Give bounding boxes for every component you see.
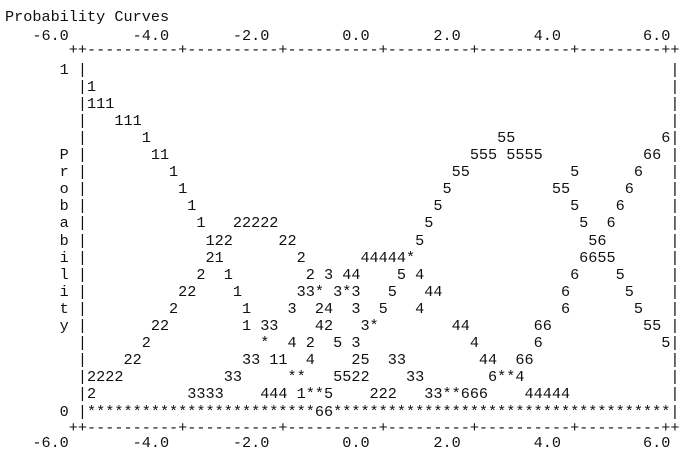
x-axis-rule: ++----------+----------+----------+-----…	[5, 419, 680, 437]
plot-row: y | 22 1 33 42 3* 44 66 55 |	[5, 317, 680, 335]
plot-row: t | 2 1 3 24 3 5 4 6 5 |	[5, 299, 680, 318]
x-axis-rule: ++----------+----------+----------+-----…	[5, 41, 680, 59]
plot-title: Probability Curves	[5, 8, 170, 26]
plot-row: |111 |	[5, 94, 680, 113]
plot-row: | 111 |	[5, 111, 680, 130]
plot-row: |2222 33 ** 5522 33 6**4 |	[5, 368, 680, 387]
plot-row: b | 1 5 5 6 |	[5, 197, 680, 216]
plot-row: P | 11 555 5555 66 |	[5, 146, 680, 164]
x-axis-labels: -6.0 -4.0 -2.0 0.0 2.0 4.0 6.0	[5, 27, 671, 45]
plot-row: | 1 55 6|	[5, 128, 680, 147]
plot-row: i | 22 1 33* 3*3 5 44 6 5 |	[5, 282, 680, 301]
plot-row: |2 3333 444 1**5 222 33**666 44444 |	[5, 385, 680, 404]
plot-row: l | 2 1 2 3 44 5 4 6 5 |	[5, 265, 680, 284]
x-axis-labels: -6.0 -4.0 -2.0 0.0 2.0 4.0 6.0	[5, 434, 671, 452]
plot-row: 1 | |	[5, 60, 680, 79]
plot-row: |1 |	[5, 77, 680, 96]
plot-row: | 2 * 4 2 5 3 4 6 5|	[5, 334, 680, 353]
plot-row: r | 1 55 5 6 |	[5, 163, 680, 182]
plot-row: i | 21 2 44444* 6655 |	[5, 248, 680, 267]
plot-row: b | 122 22 5 56 |	[5, 231, 680, 250]
plot-row: | 22 33 11 4 25 33 44 66 |	[5, 351, 680, 370]
plot-row: o | 1 5 55 6 |	[5, 180, 680, 199]
plot-row: 0 |*************************66**********…	[5, 402, 680, 421]
plot-row: a | 1 22222 5 5 6 |	[5, 214, 680, 233]
